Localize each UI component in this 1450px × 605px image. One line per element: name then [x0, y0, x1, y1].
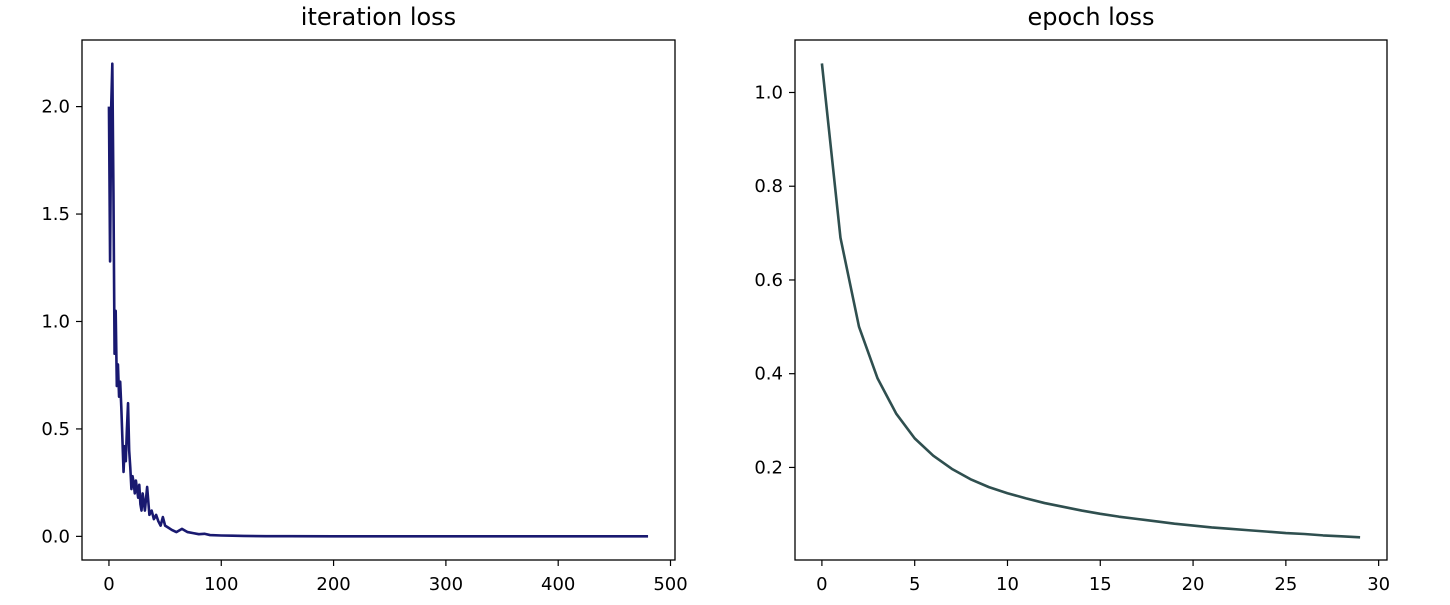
y-tick-label: 1.5: [41, 204, 70, 225]
x-tick-label: 20: [1182, 574, 1205, 595]
y-tick-label: 2.0: [41, 97, 70, 118]
y-tick-label: 0.5: [41, 419, 70, 440]
y-tick-label: 0.0: [41, 526, 70, 547]
y-tick-label: 0.2: [754, 457, 783, 478]
y-tick-label: 1.0: [754, 82, 783, 103]
chart-epoch-loss: epoch loss 0 5 10 15 20 25 30 0.2 0.4 0.6 0.8 1.0: [754, 3, 1390, 595]
y-tick-label: 0.6: [754, 270, 783, 291]
x-tick-label: 10: [996, 574, 1019, 595]
x-tick-label: 0: [816, 574, 827, 595]
x-tick-label: 100: [204, 574, 238, 595]
x-tick-label: 0: [103, 574, 114, 595]
y-tick-label: 0.4: [754, 364, 783, 385]
axes-frame: [81, 39, 676, 561]
x-tick-label: 200: [316, 574, 350, 595]
x-tick-label: 300: [429, 574, 463, 595]
axes-frame: [794, 39, 1388, 561]
series-line: [820, 63, 1361, 539]
plot-area: 0 100 200 300 400 500 0.0 0.5 1.0 1.5 2.0: [41, 39, 688, 595]
x-tick-label: 25: [1274, 574, 1297, 595]
y-tick-label: 1.0: [41, 311, 70, 332]
series-line: [107, 62, 649, 538]
x-tick-label: 15: [1089, 574, 1112, 595]
y-tick-label: 0.8: [754, 176, 783, 197]
x-tick-label: 5: [909, 574, 920, 595]
x-tick-label: 30: [1367, 574, 1390, 595]
chart-title: epoch loss: [1027, 3, 1154, 31]
chart-title: iteration loss: [301, 3, 456, 31]
x-tick-label: 400: [541, 574, 575, 595]
chart-iteration-loss: iteration loss 0 100 200 300 400 500 0.0 0.5 1.0…: [41, 3, 687, 595]
plot-area: 0 5 10 15 20 25 30 0.2 0.4 0.6 0.8 1.0: [754, 39, 1390, 595]
x-tick-label: 500: [653, 574, 687, 595]
